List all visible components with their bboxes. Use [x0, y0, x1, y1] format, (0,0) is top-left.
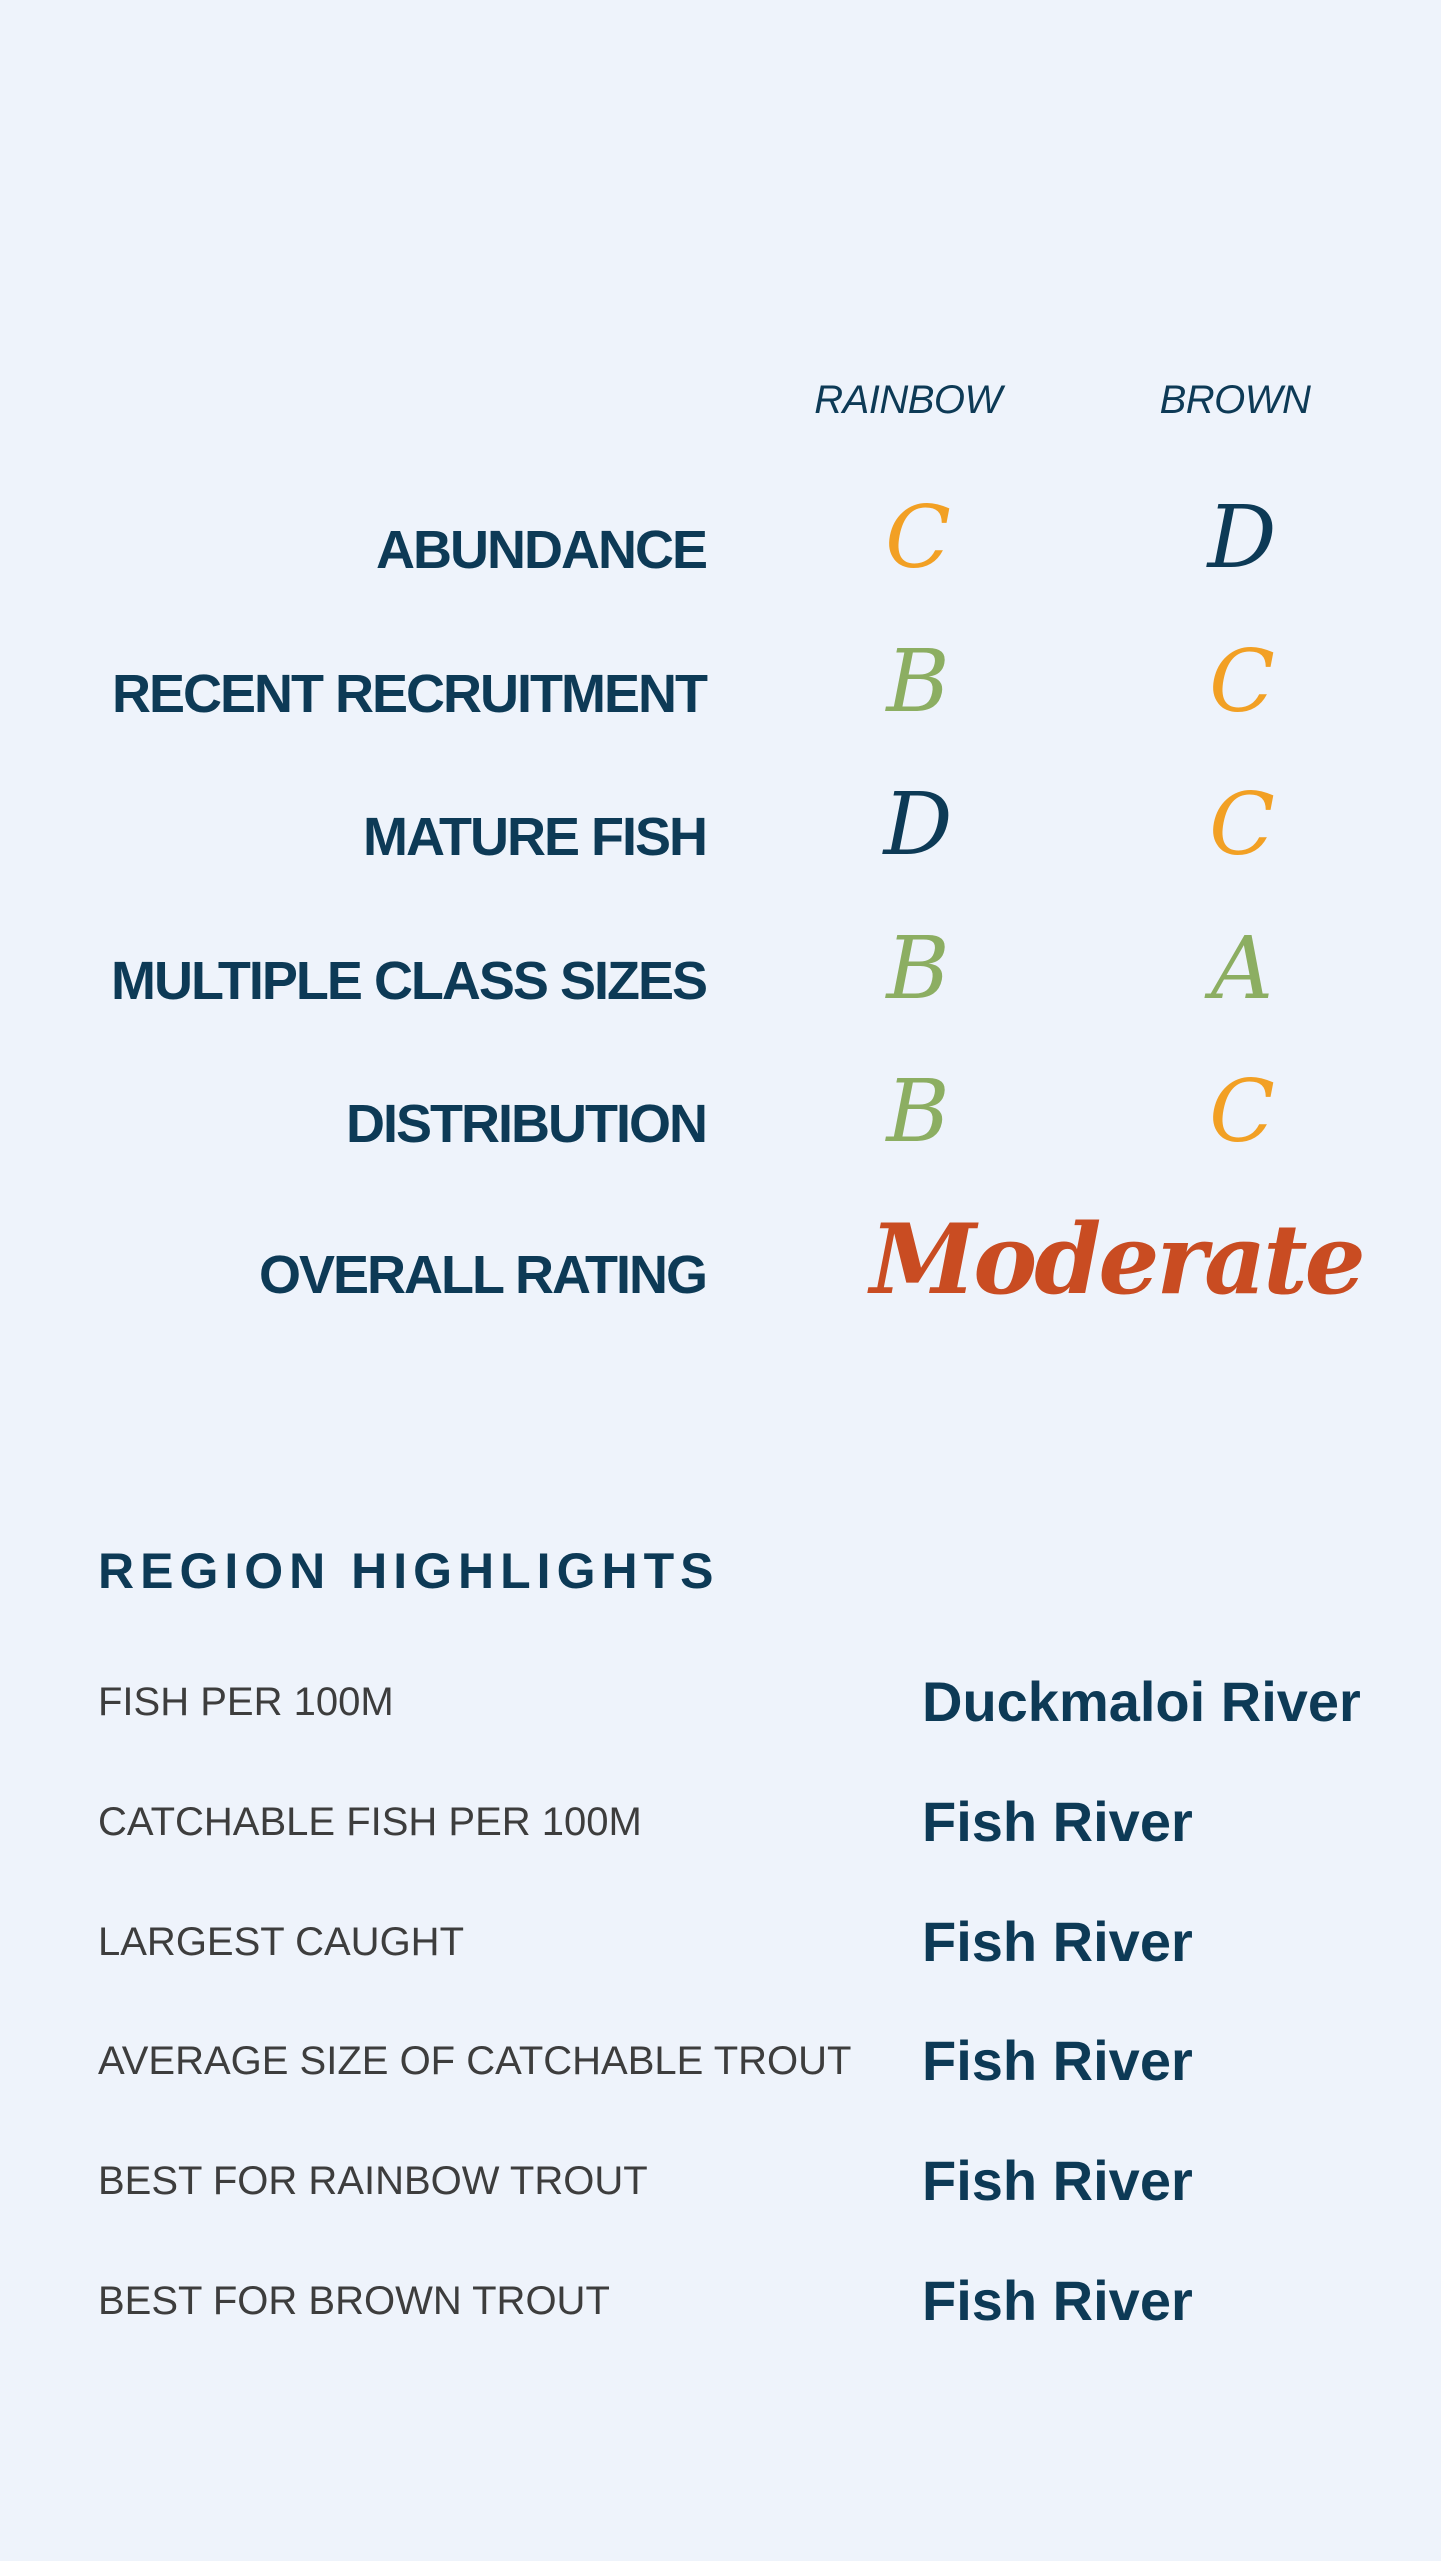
column-header-rainbow: RAINBOW [814, 378, 1002, 422]
rating-row-label: RECENT RECRUITMENT [112, 664, 708, 724]
brown-grade: C [1209, 1062, 1275, 1162]
highlight-value: Fish River [922, 2149, 1193, 2212]
highlight-label: AVERAGE SIZE OF CATCHABLE TROUT [98, 2039, 852, 2083]
column-header-brown: BROWN [1159, 378, 1311, 422]
rating-row-label: DISTRIBUTION [346, 1094, 708, 1154]
highlight-label: FISH PER 100M [98, 1680, 394, 1724]
brown-grade: C [1209, 632, 1275, 732]
highlight-value: Fish River [922, 1790, 1193, 1853]
highlight-label: CATCHABLE FISH PER 100M [98, 1800, 642, 1844]
brown-grade: C [1209, 775, 1275, 875]
rating-row-label: MATURE FISH [363, 807, 708, 867]
highlight-value: Duckmaloi River [922, 1670, 1361, 1733]
highlight-label: BEST FOR RAINBOW TROUT [98, 2159, 648, 2203]
overall-rating-label: OVERALL RATING [258, 1245, 708, 1305]
rainbow-grade: C [885, 488, 951, 588]
rainbow-grade: B [886, 919, 950, 1019]
highlight-value: Fish River [922, 2029, 1193, 2092]
overall-rating-value: Moderate [870, 1203, 1366, 1316]
highlight-label: BEST FOR BROWN TROUT [98, 2279, 610, 2323]
highlight-value: Fish River [922, 2269, 1193, 2332]
rating-row-label: MULTIPLE CLASS SIZES [110, 951, 708, 1011]
highlight-label: LARGEST CAUGHT [98, 1920, 464, 1964]
brown-grade: A [1210, 919, 1274, 1019]
region-highlights-title: REGION HIGHLIGHTS [98, 1543, 720, 1599]
brown-grade: D [1207, 488, 1277, 588]
rainbow-grade: B [886, 1062, 950, 1162]
rainbow-grade: D [883, 775, 953, 875]
rating-row-label: ABUNDANCE [376, 520, 708, 580]
rainbow-grade: B [886, 632, 950, 732]
highlight-value: Fish River [922, 1910, 1193, 1973]
